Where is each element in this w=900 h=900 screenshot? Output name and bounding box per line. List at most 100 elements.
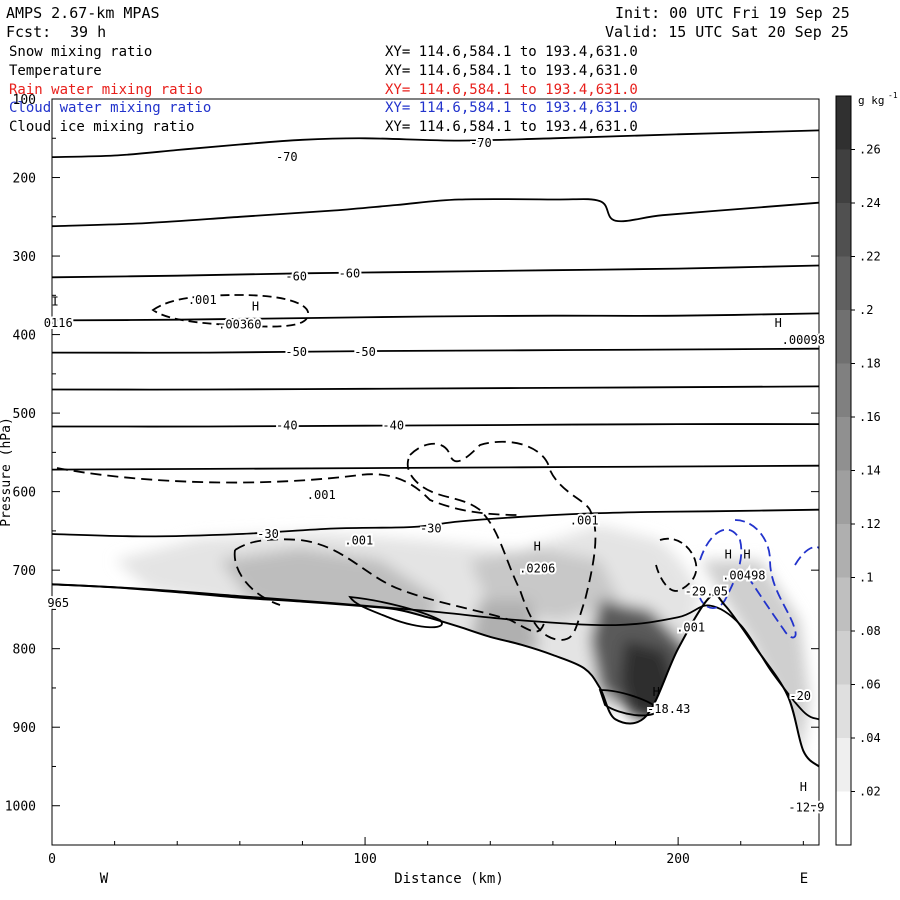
field-xy: XY= 114.6,584.1 to 193.4,631.0 xyxy=(385,82,638,98)
field-xy: XY= 114.6,584.1 to 193.4,631.0 xyxy=(385,119,638,135)
terrain-surface xyxy=(51,583,820,768)
colorbar-bin xyxy=(836,631,851,685)
contour-label: -20 xyxy=(789,689,811,703)
colorbar: .02 .04 .06 .08 .1 .12 .14 .16 .18 .2 .22 .24 .26 xyxy=(835,95,881,846)
isotherm xyxy=(52,198,819,228)
colorbar-bin xyxy=(836,310,851,364)
field-name: Snow mixing ratio xyxy=(9,44,153,60)
contour-label: .001 xyxy=(570,514,599,528)
colorbar-bin xyxy=(836,470,851,524)
colorbar-bin xyxy=(836,417,851,471)
contour-label: -50 xyxy=(285,345,307,359)
contour-label: -70 xyxy=(276,150,298,164)
max-marker: H xyxy=(252,299,259,313)
field-xy: XY= 114.6,584.1 to 193.4,631.0 xyxy=(385,63,638,79)
y-tick-label: 500 xyxy=(13,407,36,422)
colorbar-tick-label: .24 xyxy=(859,196,881,210)
mixing-ratio-contours xyxy=(56,294,819,717)
max-marker: H xyxy=(775,316,782,330)
isotherm xyxy=(52,264,819,279)
colorbar-tick-label: .04 xyxy=(859,731,881,745)
x-tick-label: 100 xyxy=(353,852,376,867)
colorbar-bin xyxy=(836,524,851,578)
y-tick-label: 800 xyxy=(13,643,36,658)
colorbar-bin xyxy=(836,96,851,150)
field-xy: XY= 114.6,584.1 to 193.4,631.0 xyxy=(385,100,638,116)
model-title: AMPS 2.67-km MPAS xyxy=(6,4,160,22)
valid-time: Valid: 15 UTC Sat 20 Sep 25 xyxy=(605,23,849,41)
max-marker: I xyxy=(52,295,59,309)
isotherm xyxy=(52,385,819,391)
contour-label: .001 xyxy=(344,533,373,547)
isotherm-group xyxy=(52,129,819,721)
y-tick-label: 700 xyxy=(13,564,36,579)
contour-labels: -70-70-60 -60-50 -50-40 -40-30 -30.001.001.0… xyxy=(42,134,827,816)
isotherm xyxy=(52,129,819,158)
contour-label: -60 xyxy=(339,266,361,280)
contour-label: -30 xyxy=(257,527,279,541)
cloud-ice-contour xyxy=(151,294,309,328)
field-name: Rain water mixing ratio xyxy=(9,82,203,98)
colorbar-units-exponent: -1 xyxy=(888,91,898,100)
colorbar-bin xyxy=(836,791,851,845)
snow-contour xyxy=(348,595,443,629)
max-marker: H xyxy=(800,780,807,794)
forecast-label: Fcst: xyxy=(6,23,52,41)
cloud-water-contour xyxy=(734,519,797,639)
contour-label: -30 xyxy=(420,522,442,536)
contour-label: .001 xyxy=(188,293,217,307)
max-marker: H xyxy=(653,685,660,699)
contour-label: .00360 xyxy=(218,317,261,331)
east-label: E xyxy=(800,871,808,887)
y-axis-label: Pressure (hPa) xyxy=(0,417,14,527)
colorbar-bin xyxy=(836,684,851,738)
colorbar-tick-label: .26 xyxy=(859,143,881,157)
colorbar-units: g kg xyxy=(858,94,885,107)
contour-label: .00098 xyxy=(782,333,825,347)
contour-label: 0116 xyxy=(44,316,73,330)
y-tick-label: 400 xyxy=(13,329,36,344)
contour-label: -60 xyxy=(285,269,307,283)
x-axis: 0 100 200 xyxy=(48,837,804,867)
field-name: Cloud water mixing ratio xyxy=(9,100,212,116)
cloud-ice-contour xyxy=(233,549,281,606)
colorbar-bin xyxy=(836,577,851,631)
contour-label: -50 xyxy=(354,345,376,359)
isotherm xyxy=(52,464,819,471)
max-marker: H xyxy=(725,547,732,561)
isotherm xyxy=(52,347,819,354)
contour-label: -18.43 xyxy=(647,702,690,716)
init-time: Init: 00 UTC Fri 19 Sep 25 xyxy=(615,4,850,22)
colorbar-tick-label: .14 xyxy=(859,464,881,478)
y-tick-label: 1000 xyxy=(5,800,36,815)
colorbar-tick-label: .22 xyxy=(859,250,881,264)
y-tick-label: 300 xyxy=(13,250,36,265)
colorbar-bin xyxy=(836,256,851,310)
isotherm xyxy=(52,508,819,538)
contour-label: .001 xyxy=(676,620,705,634)
terrain-mask xyxy=(52,584,819,845)
contour-label: .00498 xyxy=(722,569,765,583)
colorbar-tick-label: .18 xyxy=(859,357,881,371)
cloud-water-contour xyxy=(699,528,743,609)
colorbar-tick-label: .12 xyxy=(859,517,881,531)
y-tick-label: 900 xyxy=(13,721,36,736)
contour-label: .001 xyxy=(307,488,336,502)
contour-label: -40 xyxy=(276,419,298,433)
colorbar-tick-label: .2 xyxy=(859,303,873,317)
isotherm xyxy=(52,423,819,428)
field-name: Cloud ice mixing ratio xyxy=(9,119,195,135)
contour-label: -70 xyxy=(470,136,492,150)
colorbar-bin xyxy=(836,203,851,257)
colorbar-tick-label: .06 xyxy=(859,678,881,692)
forecast-hours: 39 h xyxy=(70,23,107,41)
cloud-water-contour xyxy=(794,546,819,566)
y-tick-label: 600 xyxy=(13,486,36,501)
x-axis-label: Distance (km) xyxy=(394,871,504,887)
y-tick-label: 100 xyxy=(13,93,36,108)
colorbar-tick-label: .16 xyxy=(859,410,881,424)
plot-frame xyxy=(51,98,820,846)
colorbar-bin xyxy=(836,363,851,417)
colorbar-bin xyxy=(836,738,851,792)
